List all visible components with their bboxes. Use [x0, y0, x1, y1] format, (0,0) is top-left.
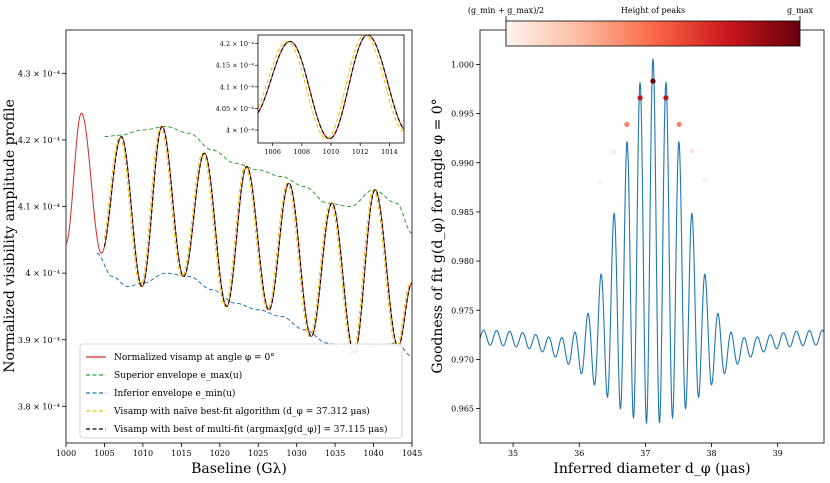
inset-x-tick-label: 1006 — [264, 148, 281, 156]
colorbar-gradient — [505, 20, 801, 47]
left-y-tick-label: 4.3 × 10⁻⁴ — [18, 69, 60, 78]
left-x-tick-label: 1025 — [248, 449, 268, 458]
right-x-tick-label: 38 — [706, 449, 716, 458]
peak-marker — [637, 95, 643, 101]
left-x-tick-label: 1020 — [210, 449, 230, 458]
legend-label: Visamp with best of multi-fit (argmax[g(… — [113, 424, 387, 435]
multi-fit-line — [103, 126, 412, 354]
right-x-tick-label: 36 — [574, 449, 584, 458]
left-y-tick-label: 3.9 × 10⁻⁴ — [18, 336, 60, 345]
inset-naive-fit-line — [258, 35, 404, 140]
right-series-group — [480, 58, 824, 425]
colorbar: Height of peaks (g_min + g_max)/2 g_max — [468, 6, 813, 47]
right-peak-markers — [597, 78, 708, 185]
right-y-tick-label: 0.970 — [451, 355, 474, 364]
inset-y-tick-label: 4.05 × 10⁻⁴ — [216, 105, 255, 113]
left-y-ticks: 3.8 × 10⁻⁴ 3.9 × 10⁻⁴ 4 × 10⁻⁴ 4.1 × 10⁻⁴ 4.… — [18, 69, 66, 411]
right-x-axis-label: Inferred diameter d_φ (μas) — [553, 461, 750, 477]
peak-marker — [624, 121, 630, 127]
left-y-axis-label: Normalized visibility amplitude profile — [2, 99, 18, 373]
left-y-tick-label: 4.1 × 10⁻⁴ — [18, 203, 60, 212]
legend-label: Superior envelope e_max(u) — [114, 370, 242, 381]
legend-label: Inferior envelope e_min(u) — [114, 388, 235, 399]
inset-y-tick-label: 4.15 × 10⁻⁴ — [216, 62, 255, 70]
right-x-tick-label: 35 — [508, 449, 518, 458]
left-axes-frame — [65, 29, 413, 444]
right-y-tick-label: 0.965 — [451, 405, 474, 414]
inset-background — [258, 35, 404, 143]
right-y-ticks: 0.965 0.970 0.975 0.980 0.985 0.990 0.995 1.000 — [451, 60, 480, 414]
left-chart: 1000 1005 1010 1015 1020 1025 1030 1035 1040 1045… — [2, 29, 422, 477]
right-y-tick-label: 0.995 — [451, 110, 474, 119]
right-y-tick-label: 0.990 — [451, 159, 474, 168]
colorbar-title: Height of peaks — [621, 6, 685, 15]
inset-multi-fit-line — [258, 35, 404, 140]
peak-marker — [676, 121, 682, 127]
inset-y-ticks: 4 × 10⁻⁴ 4.05 × 10⁻⁴ 4.1 × 10⁻⁴ 4.15 × 10⁻⁴… — [216, 40, 258, 135]
left-y-tick-label: 4.2 × 10⁻⁴ — [18, 136, 60, 145]
legend-label: Visamp with naïve best-fit algorithm (d_… — [113, 406, 370, 417]
inset-x-tick-label: 1012 — [352, 148, 369, 156]
left-x-tick-label: 1035 — [325, 449, 345, 458]
naive-fit-line — [103, 126, 412, 354]
right-x-tick-label: 37 — [640, 449, 650, 458]
right-y-tick-label: 1.000 — [451, 60, 474, 69]
peak-marker — [663, 95, 669, 101]
peak-marker — [702, 177, 708, 184]
left-x-ticks: 1000 1005 1010 1015 1020 1025 1030 1035 1040 1045 — [56, 443, 422, 458]
right-y-tick-label: 0.975 — [451, 306, 474, 315]
left-x-tick-label: 1015 — [171, 449, 191, 458]
inset-y-tick-label: 4.2 × 10⁻⁴ — [220, 40, 255, 48]
left-x-tick-label: 1045 — [402, 449, 422, 458]
left-x-axis-label: Baseline (Gλ) — [191, 461, 287, 477]
right-x-tick-label: 39 — [773, 449, 783, 458]
peak-marker — [650, 78, 656, 84]
legend-box — [79, 343, 403, 439]
inset-y-tick-label: 4.1 × 10⁻⁴ — [220, 83, 255, 91]
inset-x-ticks: 1006 1008 1010 1012 1014 — [264, 143, 398, 156]
right-x-ticks: 35 36 37 38 39 — [508, 443, 783, 458]
left-y-tick-label: 4 × 10⁻⁴ — [26, 269, 61, 278]
colorbar-max-label: g_max — [787, 6, 813, 15]
inset-x-tick-label: 1010 — [323, 148, 340, 156]
colorbar-min-label: (g_min + g_max)/2 — [468, 6, 544, 15]
inset-chart: 1006 1008 1010 1012 1014 4 × 10⁻⁴ 4.05 × 10⁻⁴… — [216, 34, 405, 156]
peak-marker — [597, 178, 604, 185]
left-x-tick-label: 1030 — [286, 449, 306, 458]
left-x-tick-label: 1000 — [56, 449, 76, 458]
goodness-of-fit-line — [480, 58, 824, 425]
peak-marker — [611, 149, 617, 155]
inset-x-tick-label: 1014 — [381, 148, 398, 156]
right-y-tick-label: 0.985 — [451, 208, 474, 217]
left-x-tick-label: 1040 — [363, 449, 383, 458]
peak-marker — [689, 148, 695, 154]
inset-series-group — [258, 35, 404, 140]
left-y-tick-label: 3.8 × 10⁻⁴ — [18, 402, 60, 411]
legend-label: Normalized visamp at angle φ = 0° — [114, 353, 275, 363]
right-chart: 35 36 37 38 39 0.965 0.970 0.975 0.980 0.985 0.99… — [430, 6, 825, 477]
left-x-tick-label: 1010 — [133, 449, 153, 458]
superior-envelope-line — [104, 126, 412, 234]
inset-x-tick-label: 1008 — [294, 148, 311, 156]
right-y-axis-label: Goodness of fit g(d_φ) for angle φ = 0° — [430, 98, 446, 373]
inset-y-tick-label: 4 × 10⁻⁴ — [226, 127, 254, 135]
left-legend: Normalized visamp at angle φ = 0° Superio… — [79, 343, 403, 439]
left-x-tick-label: 1005 — [94, 449, 114, 458]
right-y-tick-label: 0.980 — [451, 257, 474, 266]
